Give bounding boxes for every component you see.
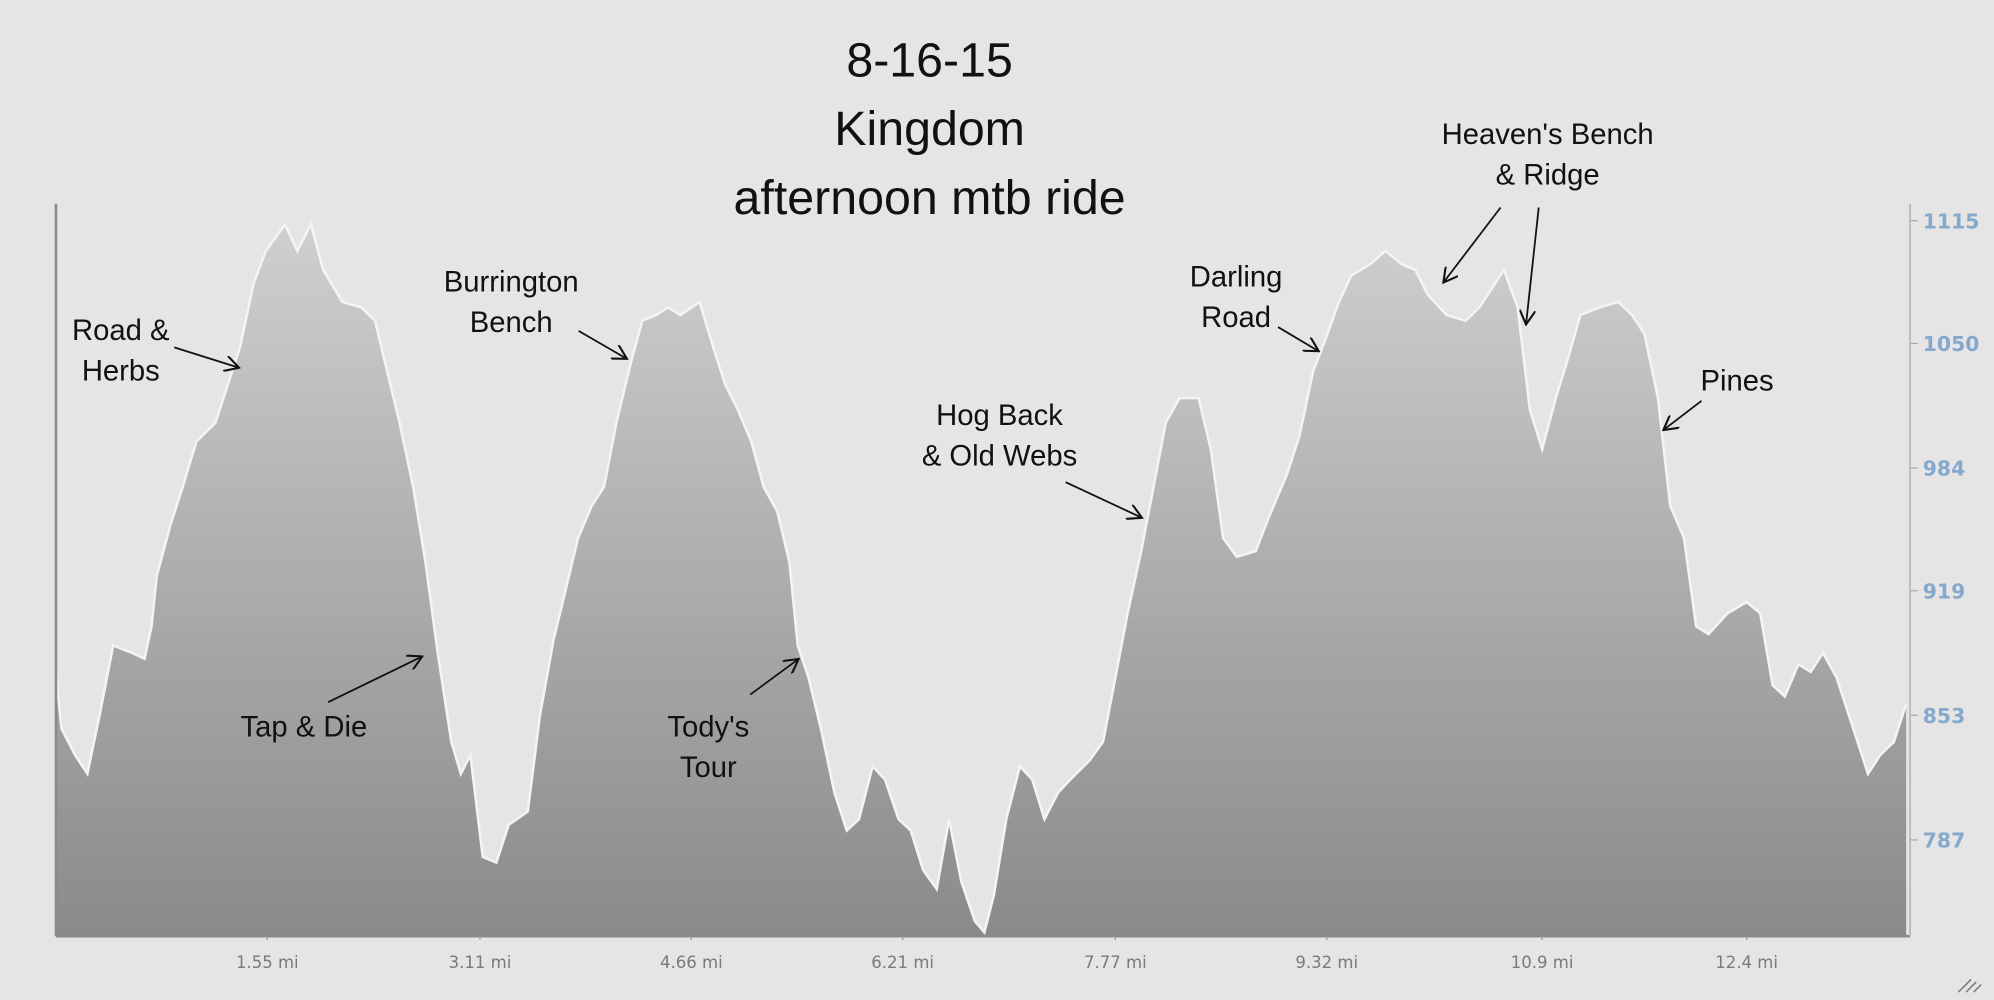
annotation-arrow: [327, 656, 422, 703]
chart-title: afternoon mtb ride: [734, 171, 1126, 225]
x-tick-label: 10.9 mi: [1511, 953, 1574, 972]
annotation: Tody's: [667, 712, 749, 744]
annotation: Burrington: [444, 266, 579, 298]
x-tick-label: 4.66 mi: [660, 953, 723, 972]
annotation-arrow: [1443, 206, 1502, 283]
annotation: Tap & Die: [241, 712, 368, 744]
annotation-arrow: [578, 330, 627, 359]
annotation-arrow: [173, 346, 239, 367]
annotation: Hog Back: [936, 400, 1063, 432]
x-tick-label: 9.32 mi: [1295, 953, 1358, 972]
y2-tick-label: 787: [1923, 829, 1965, 853]
chart-title: Kingdom: [834, 102, 1025, 156]
x-tick-label: 12.4 mi: [1715, 953, 1778, 972]
annotation: Tour: [680, 752, 737, 784]
y2-tick-label: 853: [1923, 704, 1965, 728]
annotation: Herbs: [82, 355, 160, 387]
annotation: & Old Webs: [922, 441, 1077, 473]
annotation: Pines: [1701, 366, 1774, 398]
y2-tick-label: 1115: [1923, 209, 1980, 233]
y2-tick-label: 1050: [1923, 332, 1980, 356]
x-tick-label: 3.11 mi: [449, 953, 512, 972]
annotation: Darling: [1190, 261, 1283, 293]
elevation-area: [55, 224, 1907, 937]
annotation: & Ridge: [1496, 160, 1600, 192]
annotation: Road &: [72, 315, 170, 347]
annotation-arrow: [1065, 481, 1142, 518]
annotation: Bench: [470, 307, 553, 339]
annotation-arrow: [1663, 400, 1703, 430]
x-tick-label: 1.55 mi: [236, 953, 299, 972]
x-tick-label: 6.21 mi: [871, 953, 934, 972]
resize-grip[interactable]: [1957, 978, 1982, 993]
annotation-arrow: [1526, 207, 1540, 325]
chart-title: 8-16-15: [846, 34, 1013, 88]
x-tick-label: 7.77 mi: [1084, 953, 1147, 972]
annotation-arrow: [1277, 326, 1319, 351]
annotation-arrow: [749, 659, 798, 696]
elevation-line: [54, 220, 1908, 936]
y2-tick-label: 919: [1923, 579, 1965, 603]
annotation: Heaven's Bench: [1442, 119, 1654, 151]
annotation: Road: [1201, 302, 1271, 334]
y2-tick-label: 984: [1923, 457, 1965, 481]
